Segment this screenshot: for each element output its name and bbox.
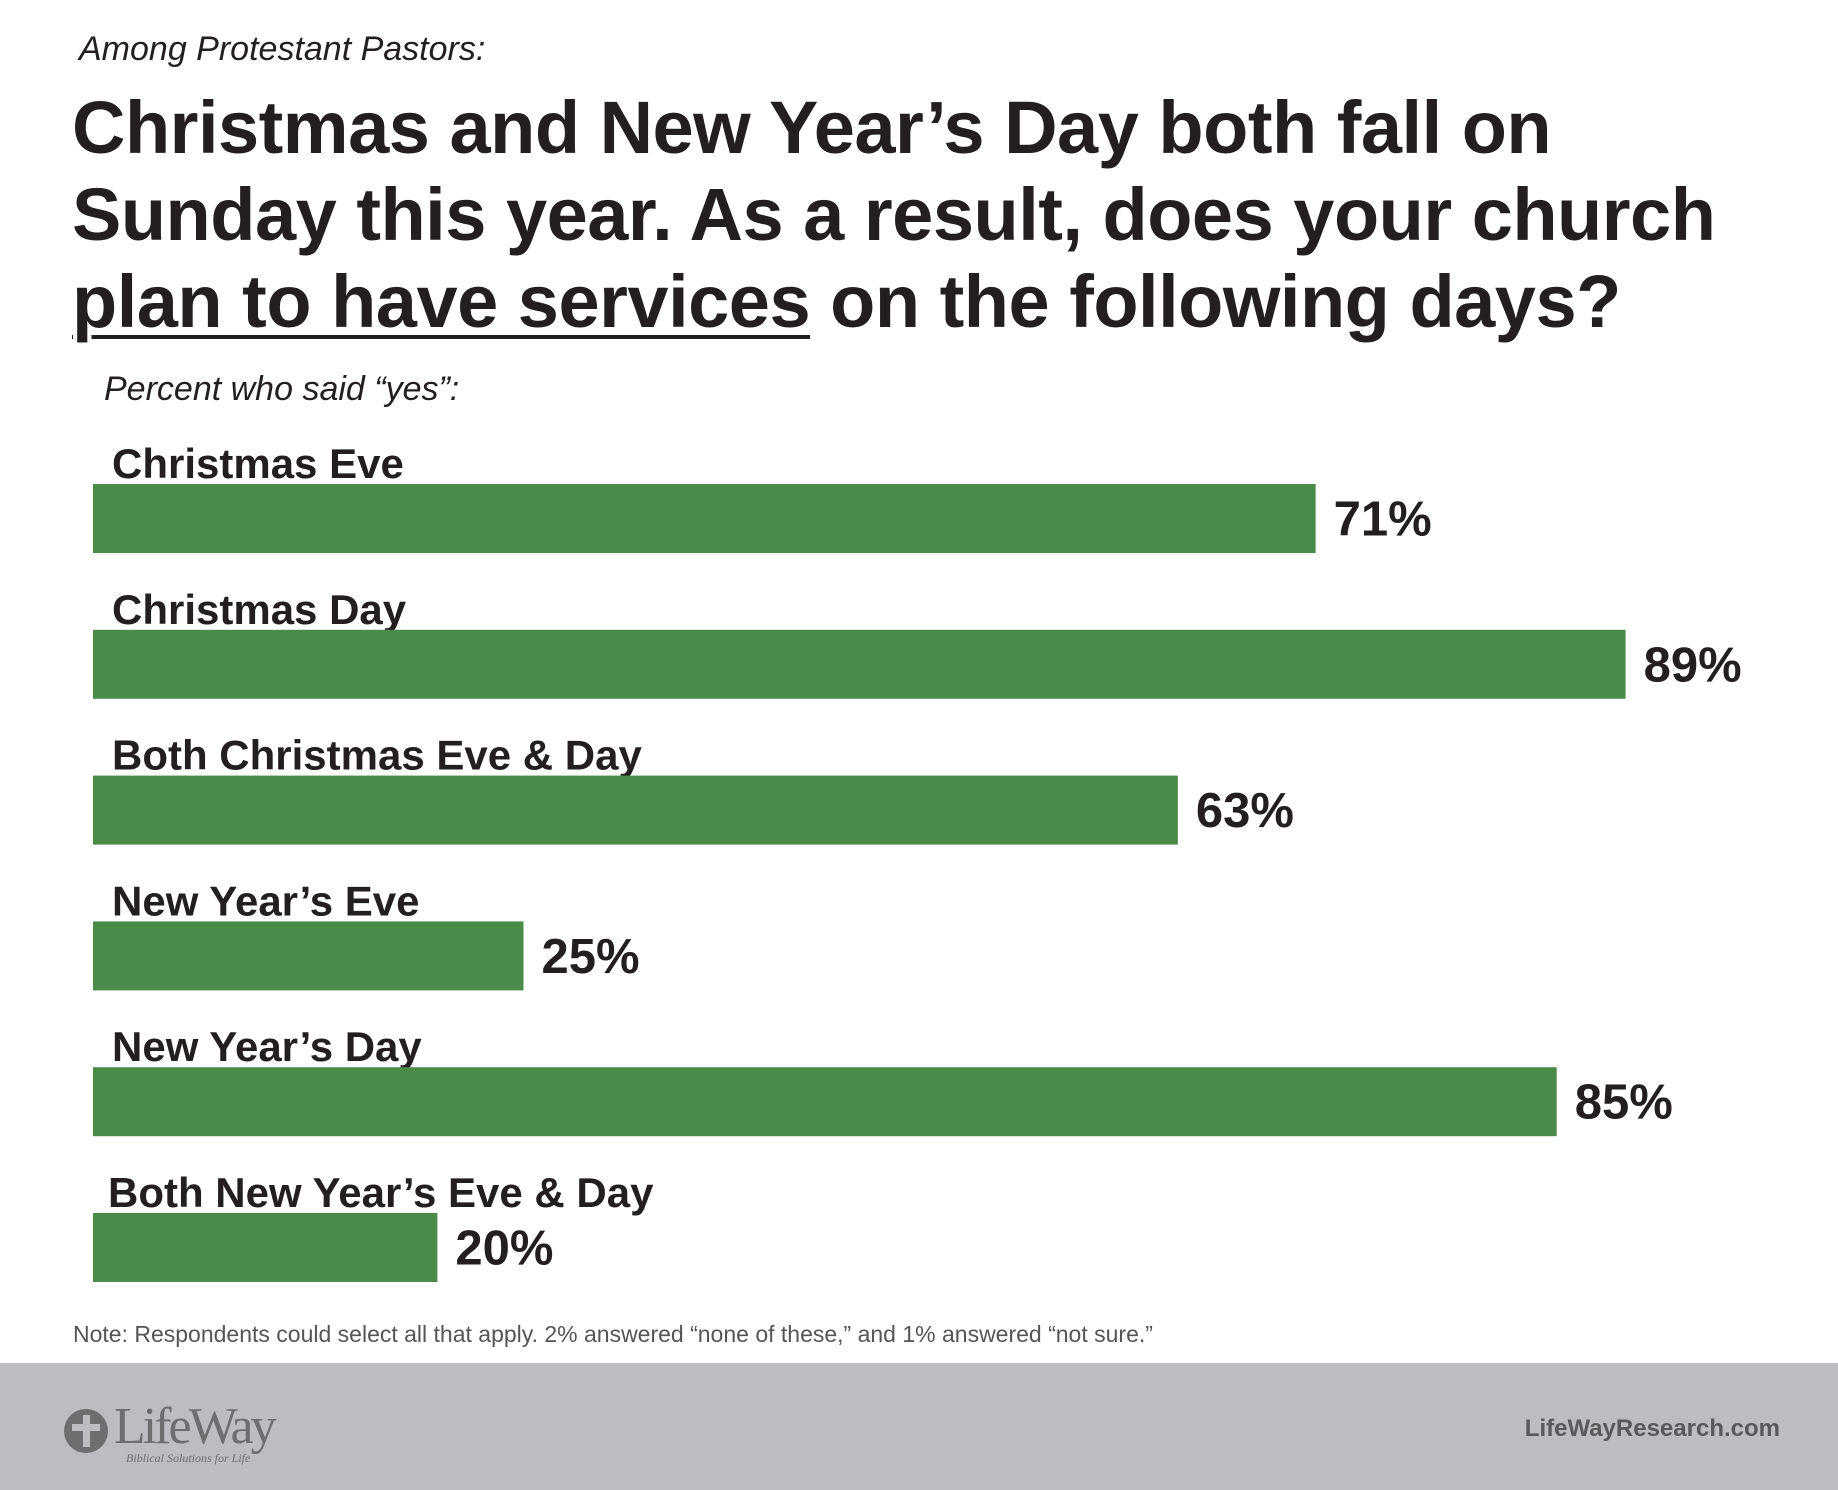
category-label: Christmas Day: [112, 586, 407, 633]
bar: [93, 484, 1316, 553]
category-label: Both Christmas Eve & Day: [112, 732, 642, 779]
category-label: New Year’s Eve: [112, 877, 419, 924]
value-label: 20%: [455, 1222, 553, 1276]
logo-wordmark: LifeWay: [114, 1398, 277, 1455]
title-part-3: on the following days?: [810, 260, 1621, 343]
lifeway-logo: LifeWay Biblical Solutions for Life: [64, 1398, 294, 1473]
bar: [93, 1213, 438, 1282]
bar: [93, 775, 1178, 845]
bar: [93, 1067, 1557, 1137]
value-label: 89%: [1644, 638, 1742, 692]
chart-subtitle: Among Protestant Pastors:: [79, 30, 486, 68]
bar: [93, 629, 1626, 699]
logo-tagline: Biblical Solutions for Life: [126, 1451, 251, 1465]
axis-label: Percent who said “yes”:: [104, 370, 460, 408]
footnote: Note: Respondents could select all that …: [73, 1321, 1153, 1347]
site-url: LifeWayResearch.com: [1524, 1415, 1780, 1442]
chart-title: Christmas and New Year’s Day both fall o…: [72, 84, 1812, 345]
value-label: 63%: [1196, 784, 1294, 838]
value-label: 25%: [542, 930, 640, 984]
bar: [93, 921, 524, 991]
value-label: 71%: [1334, 493, 1432, 547]
cross-logo-icon: [64, 1409, 108, 1453]
category-label: New Year’s Day: [112, 1023, 422, 1070]
bar-chart: Christmas Eve 71% Christmas Day 89% Both Chr…: [93, 440, 1742, 1282]
title-part-underlined: plan to have services: [72, 260, 811, 343]
title-part-1: Christmas and New Year’s Day both fall o…: [72, 86, 1716, 256]
footer: LifeWay Biblical Solutions for Life Life…: [0, 1363, 1838, 1490]
category-label: Both New Year’s Eve & Day: [108, 1169, 654, 1216]
category-label: Christmas Eve: [112, 440, 404, 487]
value-label: 85%: [1575, 1076, 1673, 1130]
